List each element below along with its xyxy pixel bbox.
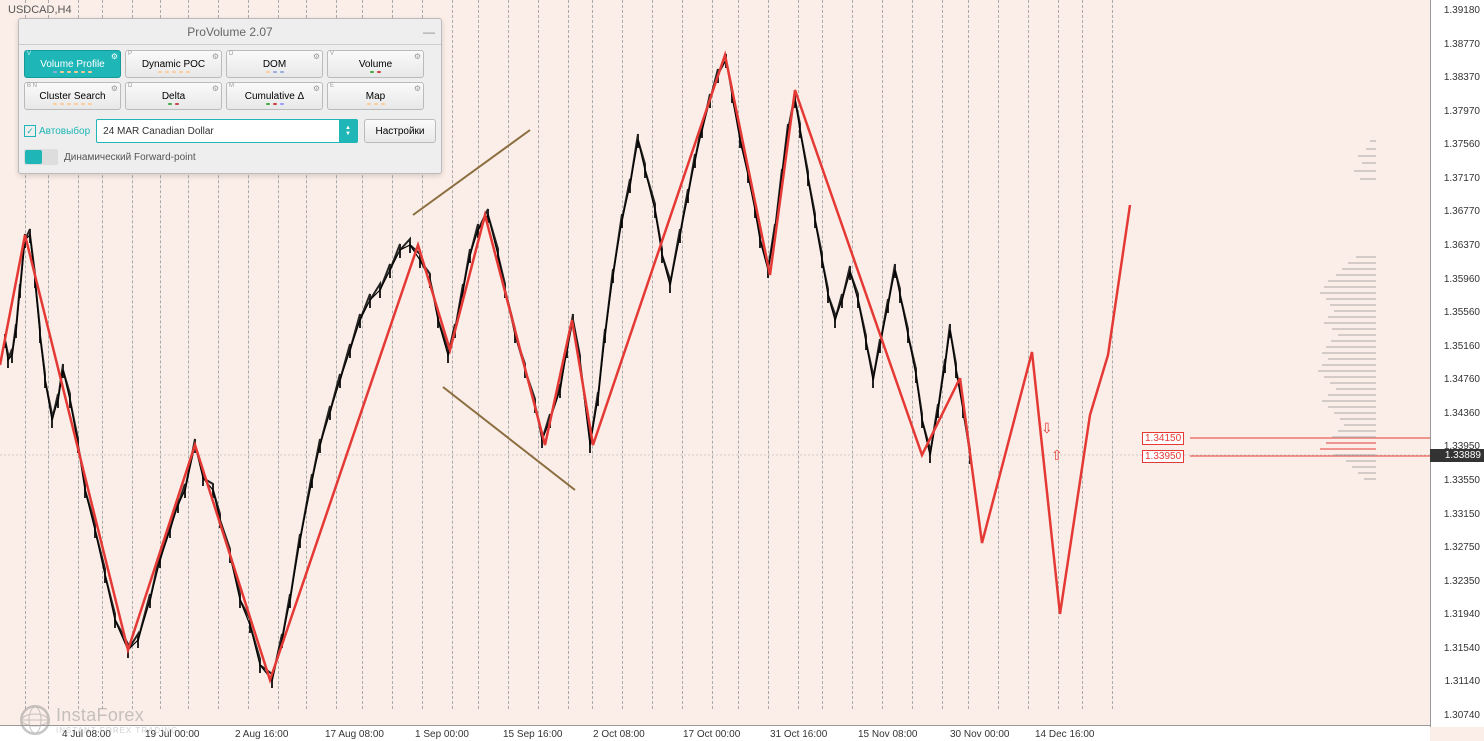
gear-icon[interactable]: ⚙: [212, 52, 219, 61]
up-arrow-icon: ⇧: [1051, 447, 1063, 464]
provolume-title: ProVolume 2.07: [37, 25, 423, 39]
gear-icon[interactable]: ⚙: [111, 52, 118, 61]
pv-tab-label: Volume: [359, 59, 392, 70]
logo-text: InstaForex: [56, 705, 178, 726]
volume-profile: [1316, 0, 1376, 709]
price-tick: 1.38370: [1444, 72, 1480, 83]
contract-select[interactable]: 24 MAR Canadian Dollar ▲▼: [96, 119, 358, 143]
time-tick: 17 Aug 08:00: [325, 729, 384, 740]
time-axis: 4 Jul 08:0019 Jul 00:002 Aug 16:0017 Aug…: [0, 725, 1430, 741]
pv-tab-label: Cluster Search: [39, 91, 105, 102]
time-tick: 15 Sep 16:00: [503, 729, 563, 740]
pv-tab-delta[interactable]: D⚙Delta: [125, 82, 222, 110]
autopick-checkbox[interactable]: ✓ Автовыбор: [24, 125, 90, 137]
price-tick: 1.31140: [1445, 676, 1480, 687]
pv-tab-cumulative-[interactable]: M⚙Cumulative Δ: [226, 82, 323, 110]
price-tick: 1.31540: [1444, 643, 1480, 654]
gear-icon[interactable]: ⚙: [111, 84, 118, 93]
price-tick: 1.38770: [1444, 39, 1480, 50]
price-tick: 1.33550: [1444, 475, 1480, 486]
pv-tab-dom[interactable]: D⚙DOM: [226, 50, 323, 78]
pv-tab-label: Map: [366, 91, 385, 102]
price-tick: 1.37560: [1444, 139, 1480, 150]
pv-tab-volume-profile[interactable]: V⚙Volume Profile: [24, 50, 121, 78]
pv-tab-label: Volume Profile: [40, 59, 104, 70]
gear-icon[interactable]: ⚙: [313, 52, 320, 61]
price-level-box: 1.33950: [1142, 450, 1184, 463]
settings-button[interactable]: Настройки: [364, 119, 436, 143]
gear-icon[interactable]: ⚙: [313, 84, 320, 93]
provolume-window[interactable]: ProVolume 2.07 — V⚙Volume ProfileP⚙Dynam…: [18, 18, 442, 174]
gear-icon[interactable]: ⚙: [414, 52, 421, 61]
price-level-box: 1.34150: [1142, 432, 1184, 445]
price-tick: 1.35960: [1444, 274, 1480, 285]
autopick-label: Автовыбор: [39, 126, 90, 137]
provolume-titlebar[interactable]: ProVolume 2.07 —: [19, 19, 441, 45]
pv-tab-label: Cumulative Δ: [245, 91, 304, 102]
pv-tab-dynamic-poc[interactable]: P⚙Dynamic POC: [125, 50, 222, 78]
forward-toggle[interactable]: [24, 149, 58, 165]
pv-tab-label: Delta: [162, 91, 185, 102]
forward-label: Динамический Forward-point: [64, 152, 196, 163]
price-tick: 1.34360: [1444, 408, 1480, 419]
current-price-badge: 1.33889: [1430, 449, 1484, 462]
price-tick: 1.32750: [1444, 542, 1480, 553]
gear-icon[interactable]: ⚙: [414, 84, 421, 93]
time-tick: 1 Sep 00:00: [415, 729, 469, 740]
price-tick: 1.35560: [1444, 307, 1480, 318]
price-tick: 1.36370: [1444, 240, 1480, 251]
pv-tab-label: Dynamic POC: [142, 59, 205, 70]
gear-icon[interactable]: ⚙: [212, 84, 219, 93]
price-tick: 1.30740: [1444, 710, 1480, 721]
pv-tab-volume[interactable]: V⚙Volume: [327, 50, 424, 78]
provolume-toolbar: V⚙Volume ProfileP⚙Dynamic POCD⚙DOMV⚙Volu…: [19, 45, 441, 115]
logo-sub: INSTANT FOREX TRADING: [56, 726, 178, 735]
pv-tab-label: DOM: [263, 59, 286, 70]
price-tick: 1.39180: [1444, 5, 1480, 16]
time-tick: 17 Oct 00:00: [683, 729, 740, 740]
down-arrow-icon: ⇩: [1041, 420, 1053, 437]
price-tick: 1.31940: [1444, 609, 1480, 620]
time-tick: 14 Dec 16:00: [1035, 729, 1095, 740]
pv-tab-cluster-search[interactable]: B N⚙Cluster Search: [24, 82, 121, 110]
time-tick: 15 Nov 08:00: [858, 729, 918, 740]
price-tick: 1.32350: [1444, 576, 1480, 587]
price-tick: 1.37170: [1444, 173, 1480, 184]
price-tick: 1.36770: [1444, 206, 1480, 217]
globe-icon: [20, 705, 50, 735]
price-tick: 1.35160: [1444, 341, 1480, 352]
pv-tab-map[interactable]: E⚙Map: [327, 82, 424, 110]
contract-value: 24 MAR Canadian Dollar: [103, 126, 214, 137]
price-tick: 1.33150: [1444, 509, 1480, 520]
time-tick: 30 Nov 00:00: [950, 729, 1010, 740]
minimize-icon[interactable]: —: [423, 25, 435, 39]
time-tick: 31 Oct 16:00: [770, 729, 827, 740]
checkmark-icon: ✓: [24, 125, 36, 137]
price-axis: 1.39180 1.38770 1.38370 1.37970 1.37560 1.371…: [1430, 0, 1484, 727]
provolume-controls: ✓ Автовыбор 24 MAR Canadian Dollar ▲▼ На…: [19, 115, 441, 173]
price-tick: 1.37970: [1444, 106, 1480, 117]
time-tick: 2 Aug 16:00: [235, 729, 288, 740]
instaforex-logo: InstaForex INSTANT FOREX TRADING: [20, 705, 178, 735]
spin-icon[interactable]: ▲▼: [339, 120, 357, 142]
price-tick: 1.34760: [1444, 374, 1480, 385]
time-tick: 2 Oct 08:00: [593, 729, 645, 740]
